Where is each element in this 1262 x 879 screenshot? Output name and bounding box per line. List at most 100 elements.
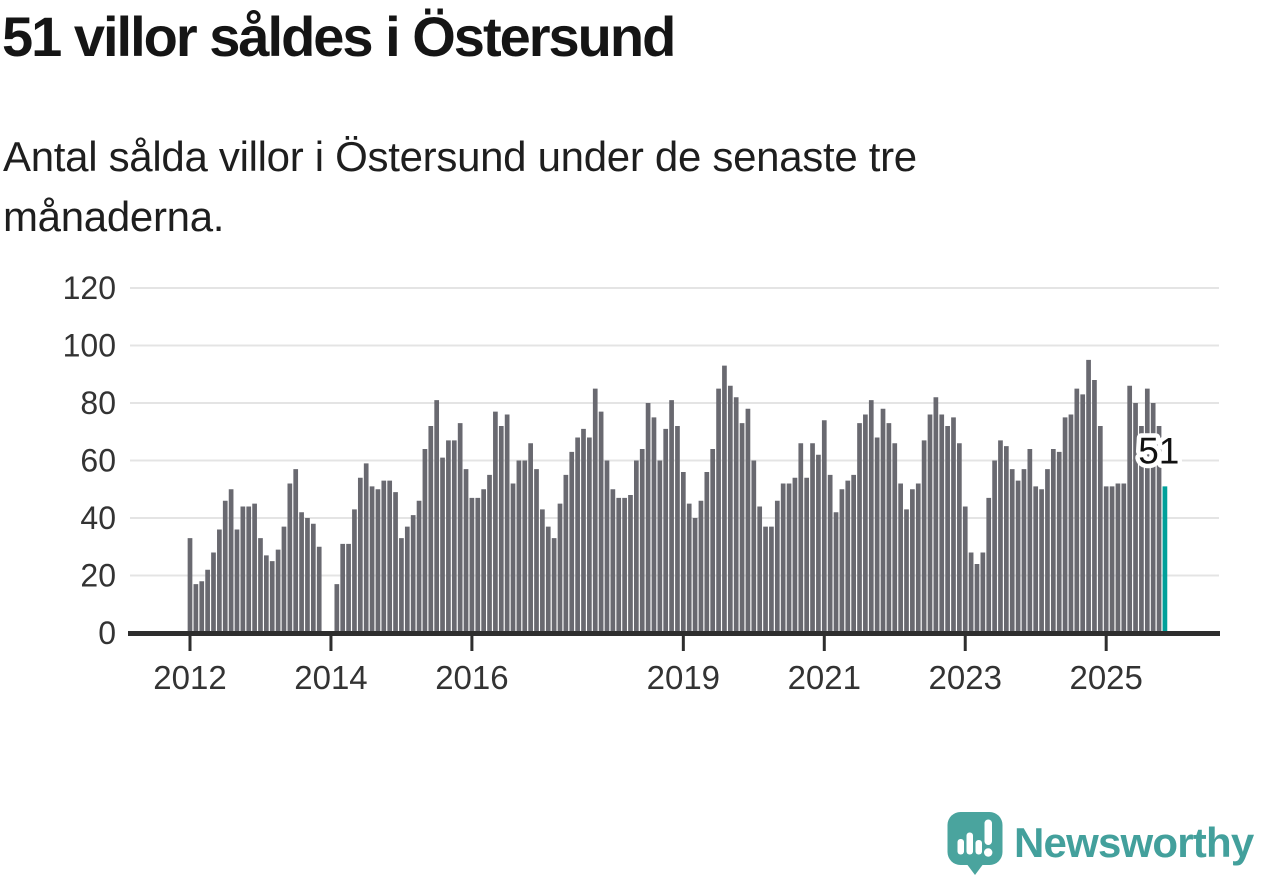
- bar: [792, 477, 798, 634]
- bar: [493, 411, 498, 635]
- bar: [904, 509, 909, 635]
- bar: [563, 474, 569, 635]
- bar: [287, 483, 293, 634]
- bar: [804, 477, 810, 634]
- highlighted-bar: [1162, 486, 1168, 635]
- newsworthy-speech-bubble-bar-chart-icon: [947, 812, 1003, 875]
- bar: [211, 552, 216, 634]
- bar: [258, 538, 263, 635]
- bar: [980, 552, 986, 634]
- bar: [1109, 486, 1115, 635]
- bar: [451, 440, 457, 635]
- bar: [534, 469, 539, 635]
- bar: [957, 443, 962, 634]
- bar: [733, 397, 739, 634]
- bar: [592, 388, 598, 635]
- y-axis-tick-label: 100: [63, 328, 116, 364]
- bar: [1009, 469, 1015, 635]
- chart-title: 51 villor såldes i Östersund: [2, 5, 676, 68]
- bar: [974, 564, 980, 634]
- bar: [1150, 403, 1156, 634]
- bar: [763, 526, 768, 635]
- bar: [334, 584, 340, 635]
- x-axis-year-label: 2023: [929, 659, 1002, 696]
- bar: [962, 506, 968, 634]
- bar: [727, 385, 733, 634]
- bar: [898, 483, 903, 634]
- bar: [774, 500, 780, 634]
- bar: [205, 569, 210, 634]
- bar: [769, 526, 774, 635]
- bar: [240, 506, 246, 634]
- y-axis-tick-label: 20: [80, 558, 116, 594]
- bar: [275, 549, 281, 635]
- bar: [281, 526, 287, 635]
- bar: [1092, 380, 1097, 634]
- bar: [833, 512, 839, 634]
- y-axis-tick-label: 0: [98, 615, 116, 651]
- bar: [1068, 414, 1074, 634]
- bar: [516, 460, 522, 634]
- bar: [1050, 449, 1056, 634]
- bar: [510, 483, 516, 634]
- bar: [387, 480, 393, 635]
- bar: [751, 460, 757, 634]
- bar: [545, 526, 551, 635]
- bar: [269, 561, 275, 635]
- bar: [393, 492, 398, 635]
- bar: [692, 518, 698, 634]
- bar: [992, 460, 997, 634]
- bar: [1115, 483, 1121, 634]
- bar: [886, 423, 892, 635]
- bar: [1086, 359, 1091, 635]
- bar: [669, 400, 674, 635]
- bar: [522, 460, 528, 634]
- bar: [434, 400, 440, 635]
- bar: [857, 423, 862, 635]
- y-axis-labels: 0 20 40 60 80 100 120: [63, 270, 116, 651]
- bar: [1062, 417, 1068, 635]
- bar: [310, 523, 316, 634]
- bar: [780, 483, 786, 634]
- bar: [410, 515, 416, 635]
- bar: [598, 411, 604, 635]
- bar: [839, 489, 845, 634]
- bar: [340, 543, 346, 635]
- bar: [680, 472, 686, 634]
- bar: [481, 489, 486, 634]
- bar: [346, 543, 351, 635]
- chart-subtitle-line1: Antal sålda villor i Östersund under de …: [3, 133, 917, 180]
- bar: [686, 503, 692, 635]
- bar: [199, 581, 205, 634]
- x-axis-year-label: 2021: [788, 659, 861, 696]
- bar: [821, 420, 827, 634]
- bar: [704, 472, 710, 634]
- bar: [305, 518, 310, 634]
- bar: [369, 486, 375, 635]
- bar: [616, 497, 622, 635]
- x-axis-year-label: 2014: [294, 659, 367, 696]
- bar: [475, 497, 481, 635]
- bar: [587, 437, 592, 634]
- bar: [863, 414, 868, 634]
- bar: [816, 454, 821, 634]
- value-annotation-layer: 51: [1134, 426, 1184, 476]
- bar: [1045, 469, 1050, 635]
- brand-logo: Newsworthy: [947, 810, 1254, 876]
- bar: [610, 489, 616, 634]
- bar: [1033, 486, 1039, 635]
- bar: [1027, 449, 1033, 634]
- bar: [810, 443, 815, 634]
- chart-subtitle: Antal sålda villor i Östersund under de …: [3, 127, 917, 247]
- bar: [933, 397, 939, 634]
- bar: [986, 497, 992, 635]
- bar: [1144, 388, 1150, 635]
- brand-name: Newsworthy: [1014, 819, 1254, 866]
- bar-value-annotation: 51: [1138, 430, 1179, 471]
- bar: [428, 426, 434, 634]
- bar: [1074, 388, 1080, 635]
- bar: [1156, 426, 1162, 634]
- bar: [1133, 403, 1138, 634]
- bar: [293, 469, 299, 635]
- bar: [440, 457, 445, 635]
